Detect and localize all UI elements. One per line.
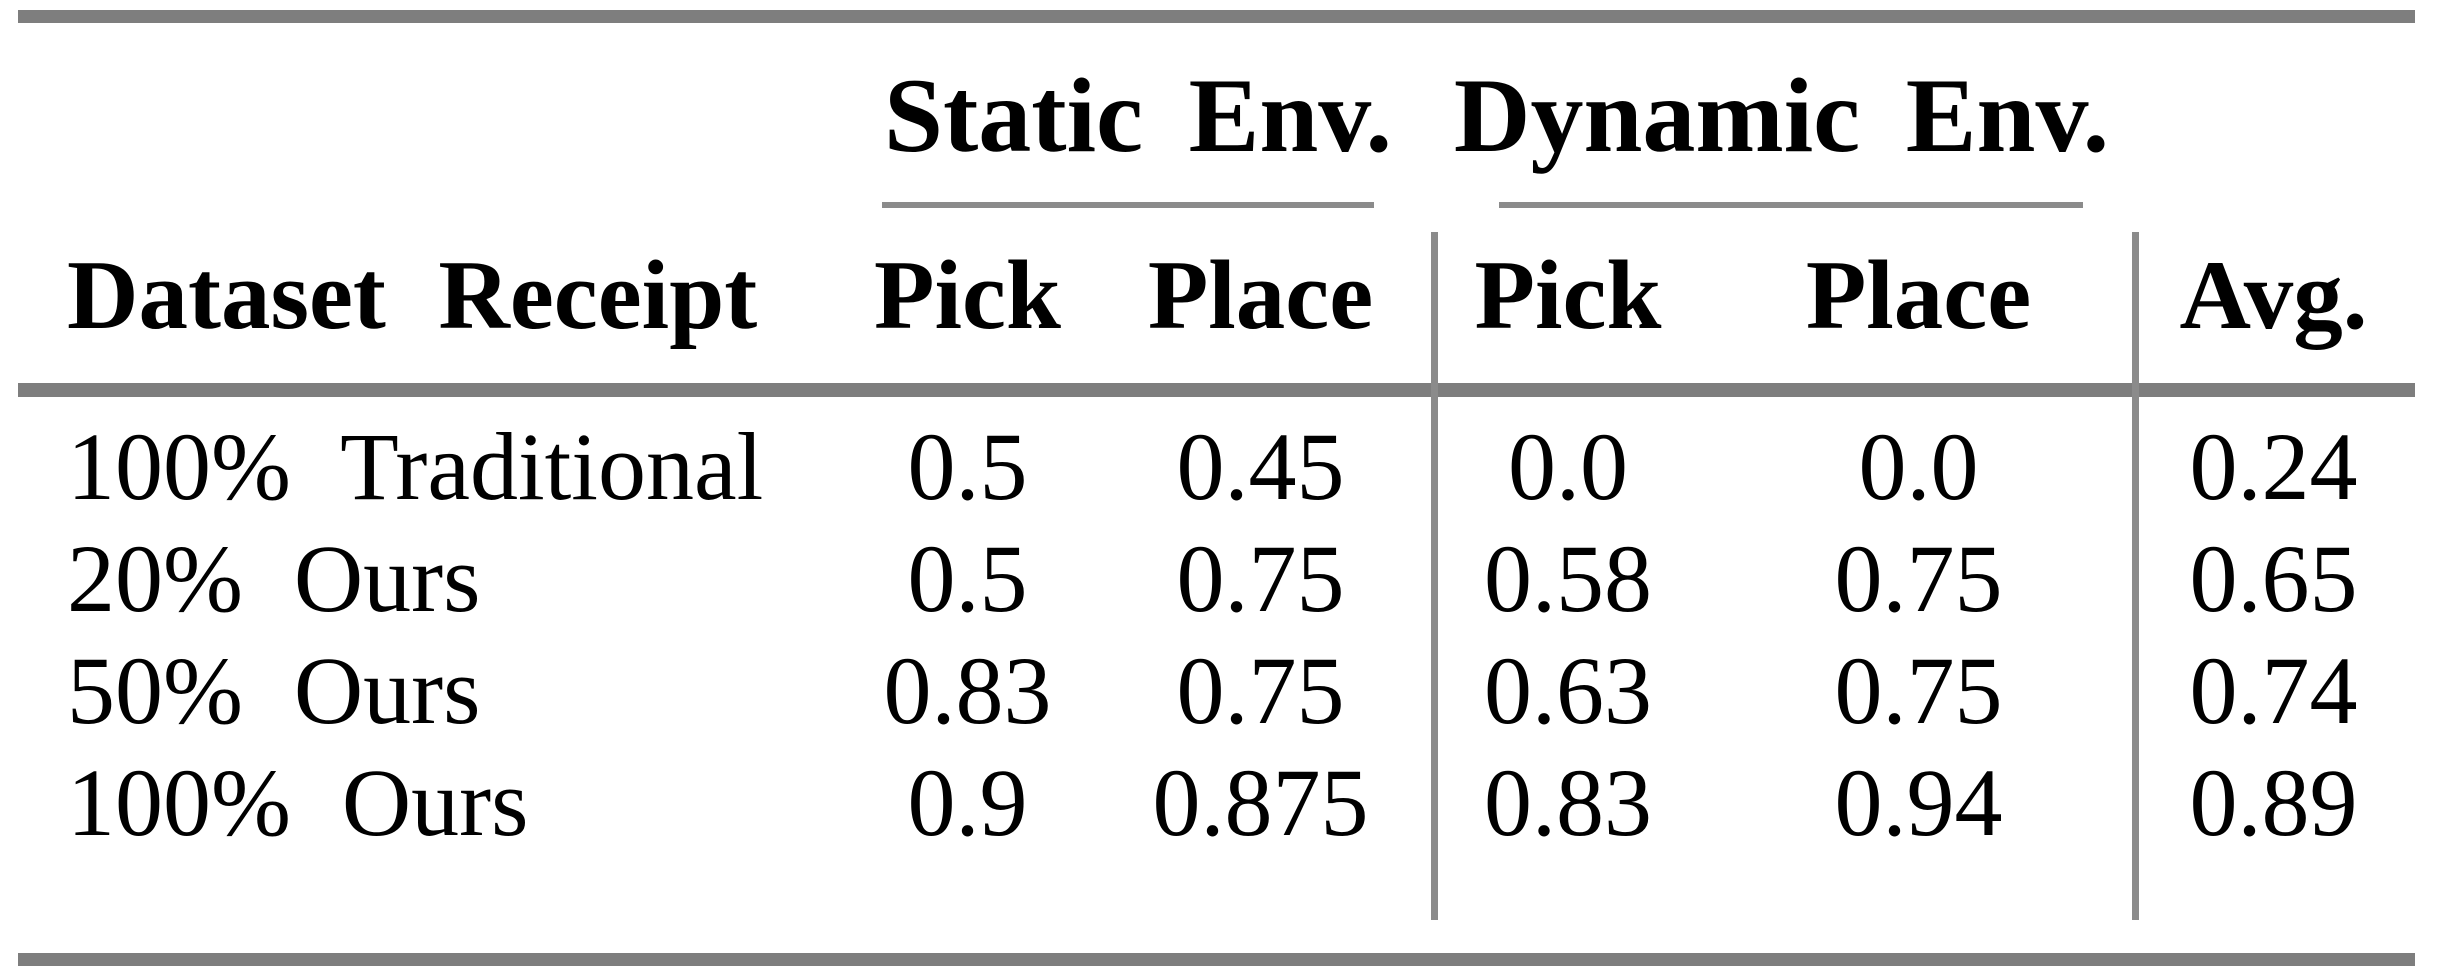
row-label-100pct-ours: 100% Ours <box>67 749 529 856</box>
table-mid-rule <box>18 383 2415 397</box>
cell-r2-dynamic-pick: 0.63 <box>1484 637 1652 744</box>
cell-r3-static-pick: 0.9 <box>907 749 1028 856</box>
table-body: 100% Traditional 0.5 0.45 0.0 0.0 0.24 2… <box>18 397 2415 953</box>
row-label-20pct-ours: 20% Ours <box>67 525 481 632</box>
cell-r1-static-place: 0.75 <box>1176 525 1345 632</box>
cell-r1-dynamic-pick: 0.58 <box>1484 525 1652 632</box>
cmidrule-static <box>882 202 1374 208</box>
cell-r1-dynamic-place: 0.75 <box>1834 525 2003 632</box>
col-header-static-place: Place <box>1147 241 1374 350</box>
cell-r2-static-pick: 0.83 <box>883 637 1052 744</box>
cell-r0-dynamic-place: 0.0 <box>1858 413 1979 520</box>
table-group-header-row: Static Env. Dynamic Env. <box>18 23 2415 208</box>
cell-r3-dynamic-pick: 0.83 <box>1484 749 1652 856</box>
cell-r1-avg: 0.65 <box>2189 525 2358 632</box>
cell-r3-avg: 0.89 <box>2189 749 2358 856</box>
col-header-static-pick: Pick <box>874 241 1061 350</box>
vertical-rule-static-dynamic <box>1431 232 1438 920</box>
cell-r2-avg: 0.74 <box>2189 637 2358 744</box>
group-header-dynamic-env-label: Dynamic Env. <box>1453 56 2110 174</box>
cell-r3-dynamic-place: 0.94 <box>1834 749 2003 856</box>
cell-r0-avg: 0.24 <box>2189 413 2358 520</box>
table-column-header-row: Dataset Receipt Pick Place Pick Place Av… <box>18 208 2415 383</box>
col-header-avg: Avg. <box>2179 241 2368 350</box>
cell-r2-dynamic-place: 0.75 <box>1834 637 2003 744</box>
col-header-dataset-receipt: Dataset Receipt <box>67 241 758 350</box>
cell-r0-static-pick: 0.5 <box>907 413 1028 520</box>
row-label-100pct-traditional: 100% Traditional <box>67 413 764 520</box>
group-header-static-env: Static Env. <box>845 23 1431 208</box>
col-header-dynamic-place: Place <box>1805 241 2032 350</box>
results-table: Static Env. Dynamic Env. Dataset Receipt… <box>18 0 2415 966</box>
row-label-50pct-ours: 50% Ours <box>67 637 481 744</box>
table-top-rule <box>18 10 2415 23</box>
cell-r0-dynamic-pick: 0.0 <box>1508 413 1628 520</box>
cell-r3-static-place: 0.875 <box>1152 749 1369 856</box>
vertical-rule-dynamic-avg <box>2132 232 2139 920</box>
group-header-static-env-label: Static Env. <box>884 56 1392 174</box>
cmidrule-dynamic <box>1499 202 2083 208</box>
cell-r2-static-place: 0.75 <box>1176 637 1345 744</box>
table-bottom-rule <box>18 953 2415 966</box>
group-header-dynamic-env: Dynamic Env. <box>1431 23 2132 208</box>
cell-r1-static-pick: 0.5 <box>907 525 1028 632</box>
cell-r0-static-place: 0.45 <box>1176 413 1345 520</box>
col-header-dynamic-pick: Pick <box>1474 241 1662 350</box>
